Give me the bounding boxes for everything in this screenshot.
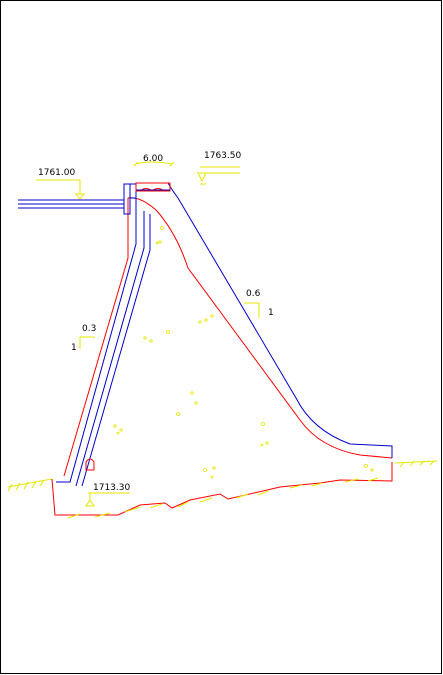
- upstream-slope-unit: 1: [71, 343, 77, 353]
- slope-marker-downstream: 0.6 1: [244, 289, 274, 318]
- elevation-marker-water-level: 1761.00: [36, 168, 86, 200]
- crest-parapet-upstream: [123, 183, 131, 215]
- dam-crest: [123, 182, 171, 215]
- elevation-label-foundation: 1713.30: [93, 483, 130, 493]
- upstream-water: [18, 199, 124, 209]
- crest-road: [135, 182, 171, 192]
- ground-surface: [7, 460, 438, 492]
- elevation-label-crest: 1763.50: [204, 151, 241, 161]
- crest-width-label: 6.00: [143, 154, 163, 164]
- elevation-label-water-level: 1761.00: [38, 168, 75, 178]
- concrete-aggregate: [113, 226, 374, 479]
- downstream-slope-unit: 1: [268, 308, 274, 318]
- elevation-marker-foundation: 1713.30: [85, 483, 130, 507]
- dam-outline-red: [63, 197, 393, 477]
- foundation-line: [51, 462, 393, 516]
- elevation-marker-crest: 1763.50: [197, 151, 241, 185]
- dam-outline-blue: [56, 182, 393, 487]
- crest-width-dimension: 6.00: [133, 154, 175, 167]
- upstream-slope-ratio: 0.3: [82, 324, 96, 334]
- downstream-slope-ratio: 0.6: [246, 289, 261, 299]
- heel-gallery: [85, 458, 95, 471]
- foundation-hatch: [67, 477, 379, 519]
- slope-marker-upstream: 0.3 1: [71, 324, 96, 353]
